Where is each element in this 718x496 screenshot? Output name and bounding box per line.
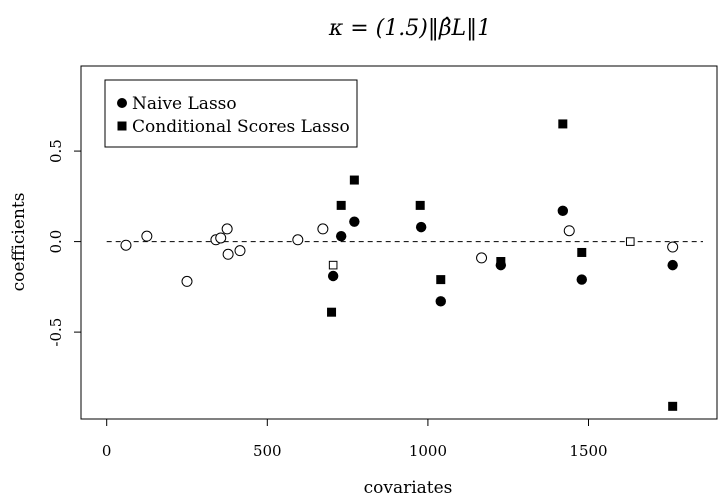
data-point-open-circle [667, 241, 679, 253]
data-point-open-circle [563, 225, 575, 237]
data-point-open-circle [221, 223, 233, 235]
x-tick-label: 1500 [569, 442, 607, 460]
data-point-filled-square [336, 200, 346, 210]
chart-title: κ = (1.5)‖β̂L‖1 [328, 16, 491, 41]
y-axis: -0.5 0.0 0.5 [47, 139, 81, 347]
data-point-filled-square [327, 307, 337, 317]
data-point-open-circle [222, 248, 234, 260]
data-point-open-circle [120, 239, 132, 251]
data-point-filled-square [496, 257, 506, 267]
data-point-open-square [328, 260, 338, 270]
data-point-open-square [625, 237, 635, 246]
data-point-filled-circle [557, 205, 569, 217]
data-point-filled-square [349, 175, 359, 185]
x-axis: 0 500 1000 1500 [102, 419, 608, 460]
y-tick-label: -0.5 [47, 318, 65, 347]
x-tick-label: 500 [253, 442, 282, 460]
data-point-filled-circle [435, 296, 446, 307]
legend-label-naive-lasso: Naive Lasso [132, 94, 237, 114]
data-point-filled-square [436, 275, 446, 285]
y-tick-label: 0.5 [47, 139, 65, 163]
data-point-filled-circle [349, 216, 360, 227]
data-point-filled-square [415, 200, 425, 210]
data-point-open-circle [181, 275, 193, 287]
data-point-open-circle [292, 234, 304, 246]
data-points [120, 119, 679, 411]
legend-label-conditional-scores-lasso: Conditional Scores Lasso [132, 117, 350, 137]
data-point-filled-circle [335, 230, 347, 242]
data-point-open-circle [141, 230, 153, 242]
x-tick-label: 1000 [409, 442, 447, 460]
data-point-filled-circle [415, 221, 427, 233]
data-point-open-circle [476, 252, 488, 264]
data-point-open-circle [317, 223, 329, 235]
y-tick-label: 0.0 [47, 230, 65, 254]
legend-marker-naive-lasso [117, 98, 127, 108]
data-point-filled-square [558, 119, 568, 129]
plot-frame [80, 65, 718, 420]
data-point-filled-square [577, 247, 587, 257]
y-axis-label: coefficients [9, 193, 29, 292]
data-point-filled-circle [667, 259, 678, 271]
legend: Naive Lasso Conditional Scores Lasso [104, 79, 358, 148]
legend-marker-conditional-scores-lasso [117, 121, 127, 131]
data-point-open-circle [234, 245, 246, 257]
x-tick-label: 0 [102, 442, 112, 460]
data-point-filled-square [668, 401, 678, 411]
data-point-filled-circle [327, 270, 339, 282]
data-point-filled-circle [576, 274, 587, 285]
x-axis-label: covariates [364, 478, 453, 496]
legend-box [104, 79, 358, 148]
data-point-open-circle [215, 232, 227, 244]
